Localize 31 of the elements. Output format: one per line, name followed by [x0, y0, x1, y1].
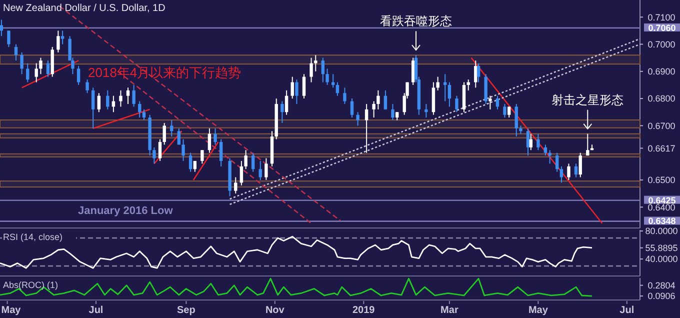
y-tick-label: 0.6500	[648, 175, 676, 186]
annotation: January 2016 Low	[78, 205, 174, 217]
line-series	[0, 236, 593, 269]
y-tick-label: 0.2804	[648, 280, 676, 291]
annotation: 2018年4月以来的下行趋势	[88, 65, 242, 80]
x-tick-label: Jul	[620, 305, 634, 316]
line-series	[0, 278, 593, 297]
x-tick-label: May	[1, 305, 22, 316]
annotation: 射击之星形态	[552, 92, 624, 107]
y-tick-label: 40.0000	[645, 254, 678, 264]
y-tick-label: 0.6900	[648, 66, 676, 77]
x-tick-label: Nov	[265, 305, 285, 316]
x-tick-label: 2019	[352, 305, 376, 316]
chart-title: RSI (14, close)	[3, 232, 63, 242]
y-tick-label: 0.6700	[648, 120, 676, 131]
x-tick-label: Mar	[440, 305, 458, 316]
y-tick-label: 0.0906	[648, 291, 676, 302]
y-tick-label: 80.0000	[645, 226, 678, 236]
y-tick-label: 0.7000	[648, 39, 676, 50]
annotation: 看跌吞噬形态	[380, 14, 452, 28]
chart-title: New Zealand Dollar / U.S. Dollar, 1D	[3, 3, 166, 14]
y-tick-label: 0.6617	[648, 143, 676, 154]
y-tick-label: 55.8895	[645, 243, 678, 254]
chart-title: Abs(ROC) (1)	[3, 280, 58, 290]
x-tick-label: May	[528, 305, 548, 316]
x-tick-label: Jul	[88, 305, 104, 316]
x-tick-label: Sep	[177, 305, 196, 316]
y-tick-label: 0.6800	[648, 94, 676, 104]
ref-line-label: 0.6348	[648, 216, 676, 226]
ref-line-label: 0.7060	[648, 22, 676, 33]
y-tick-label: 0.7100	[648, 12, 676, 22]
